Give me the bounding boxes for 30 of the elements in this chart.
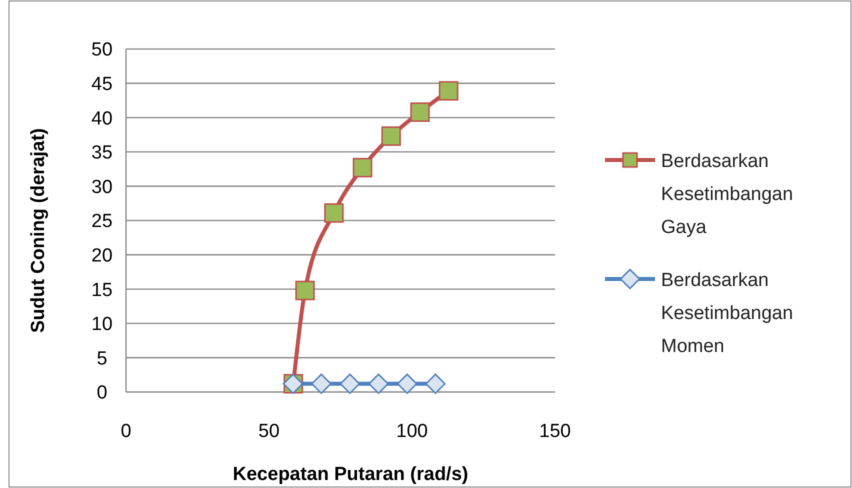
y-tick-label: 30: [91, 176, 113, 198]
y-tick-label: 15: [91, 280, 113, 301]
y-tick-label: 0: [96, 382, 108, 404]
y-axis-title: Sudut Coning (derajat): [28, 128, 49, 333]
legend-label: Berdasarkan Kesetimbangan Momen: [661, 270, 794, 357]
x-tick-label: 100: [396, 421, 428, 442]
point: [340, 374, 360, 394]
point: [352, 158, 372, 178]
x-tick-label: 0: [120, 421, 132, 442]
x-tick-label: 50: [258, 421, 280, 442]
point: [438, 81, 458, 101]
y-tick-label: 5: [96, 348, 108, 370]
y-tick-label: 20: [91, 245, 113, 266]
point: [425, 374, 446, 394]
y-tick-label: 35: [91, 142, 113, 164]
y-tick-label: 25: [91, 211, 113, 232]
point: [410, 102, 430, 122]
x-tick-label: 150: [539, 421, 571, 442]
point: [324, 203, 344, 223]
y-tick-label: 50: [91, 40, 113, 61]
x-axis-title: Kecepatan Putaran (rad/s): [232, 464, 468, 485]
y-tick-label: 45: [91, 74, 113, 95]
y-tick-label: 40: [91, 108, 113, 130]
point: [311, 374, 332, 394]
point: [381, 126, 401, 146]
point: [368, 374, 389, 394]
point: [295, 280, 315, 300]
legend-label: Berdasarkan Kesetimbangan Gaya: [661, 151, 794, 238]
y-tick-label: 10: [91, 314, 113, 336]
point: [396, 374, 418, 394]
